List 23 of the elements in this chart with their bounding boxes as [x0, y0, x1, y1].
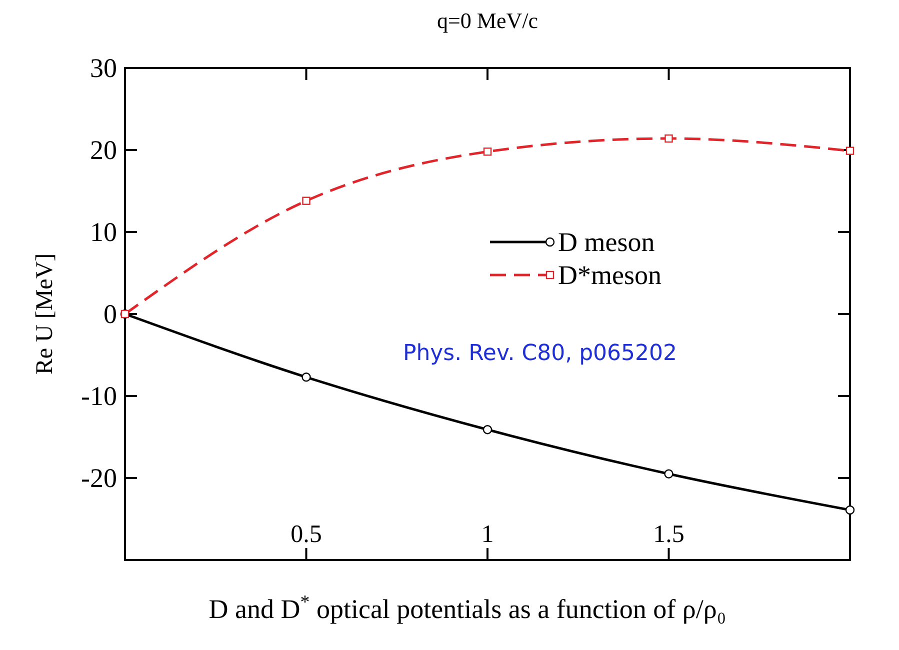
legend-label: D meson: [558, 227, 656, 257]
legend-label: D*meson: [558, 260, 662, 290]
y-tick-label: -10: [81, 381, 117, 411]
y-tick-label: 20: [90, 135, 117, 165]
point: [846, 146, 854, 155]
point: [845, 505, 855, 515]
y-axis-title: Re U [MeV]: [32, 253, 58, 375]
point: [302, 196, 310, 205]
x-tick-label: 1.5: [653, 521, 684, 548]
point: [664, 134, 673, 143]
chart-title: q=0 MeV/c: [437, 8, 538, 33]
y-tick-label: -20: [81, 463, 117, 493]
annotation: Phys. Rev. C80, p065202: [402, 341, 678, 366]
x-tick-label: 0.5: [290, 521, 322, 548]
y-tick-label: 10: [90, 217, 117, 247]
y-tick-label: 0: [104, 299, 117, 329]
point: [664, 469, 674, 478]
point: [483, 148, 492, 156]
point: [302, 372, 311, 382]
y-tick-label: 30: [90, 53, 117, 83]
x-axis-title: D and D$^{*}$ optical potentials as a function of ρ/ρ₀: [208, 592, 726, 624]
point: [482, 425, 492, 434]
x-tick-label: 1: [481, 521, 494, 548]
